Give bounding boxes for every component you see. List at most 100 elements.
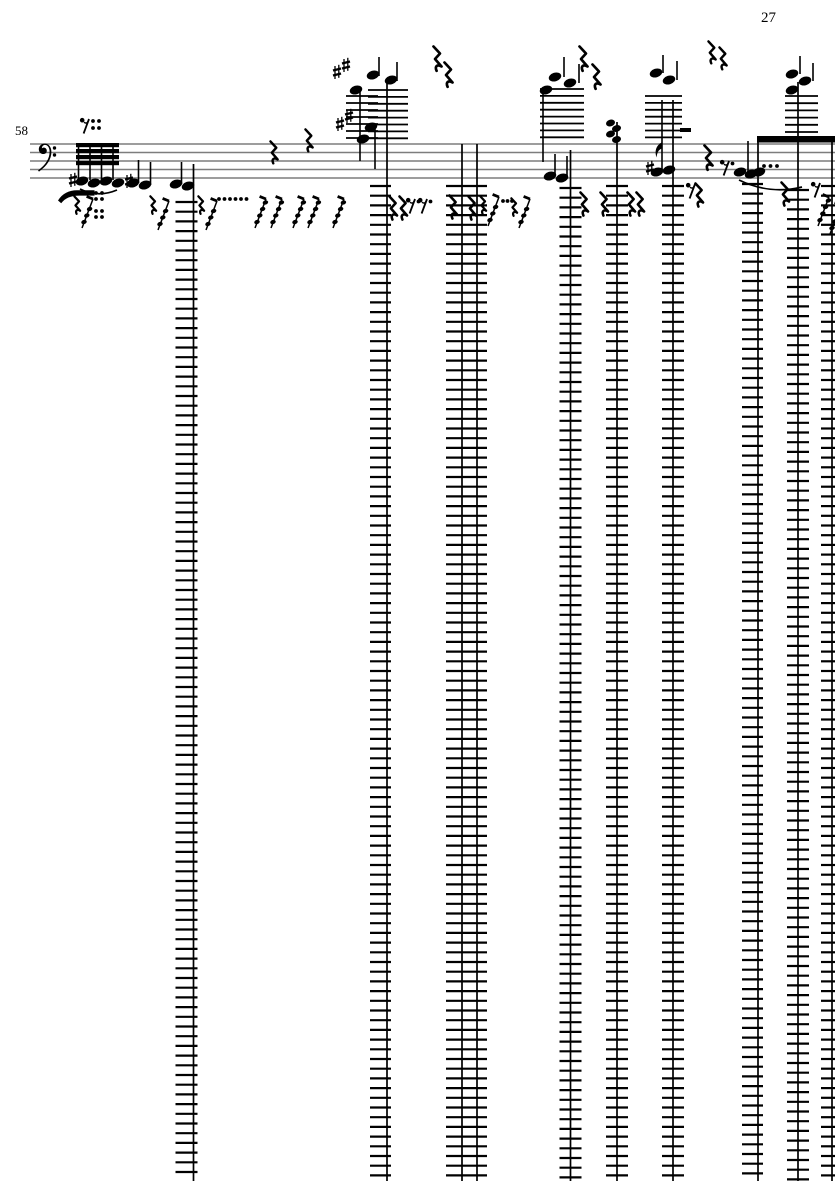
notehead [169, 179, 183, 189]
beam [680, 128, 691, 132]
sharp-accidental [332, 67, 342, 72]
note-run-head [205, 221, 211, 227]
augmentation-dot [768, 164, 773, 168]
sharp-accidental [645, 163, 655, 168]
note-run-head [300, 200, 307, 205]
augmentation-dot [100, 209, 104, 213]
augmentation-dot [239, 197, 243, 201]
notehead [543, 171, 557, 181]
note-run-head [259, 206, 266, 212]
quarter-rest [591, 63, 602, 91]
notehead [366, 70, 380, 80]
quarter-rest [388, 195, 399, 221]
quarter-rest [432, 45, 443, 73]
note-run-hook [297, 195, 305, 201]
notehead [733, 167, 747, 177]
note-run-hook [822, 193, 830, 199]
note-run-head [278, 200, 285, 205]
augmentation-dot [94, 197, 98, 201]
bass-clef-dot [52, 146, 57, 150]
beam [757, 136, 835, 143]
quarter-rest [599, 191, 610, 217]
quarter-rest [780, 181, 791, 207]
notehead [111, 178, 125, 188]
notehead [75, 176, 89, 186]
sixteenth-rest [510, 197, 519, 217]
eighth-rest [719, 159, 725, 165]
note-run-head [332, 219, 338, 225]
quarter-rest [448, 194, 459, 220]
note-run-head [829, 225, 835, 231]
notehead [138, 180, 152, 190]
note-run-head [523, 206, 530, 212]
sharp-accidental [332, 72, 342, 77]
note-run-head [157, 221, 163, 227]
note-run-hook [312, 195, 320, 201]
note-run-head [487, 217, 493, 223]
notehead [181, 181, 195, 191]
eighth-rest [813, 182, 821, 198]
augmentation-dot [94, 215, 98, 219]
quarter-rest [635, 191, 646, 217]
note-run-hook [492, 193, 500, 199]
note-run-head [84, 213, 90, 218]
eighth-rest [688, 183, 696, 199]
augmentation-dot [97, 119, 101, 123]
cluster-notehead [606, 130, 615, 138]
augmentation-dot [505, 199, 510, 203]
note-run-head [521, 213, 527, 218]
quarter-rest [398, 195, 409, 221]
notehead [99, 176, 113, 186]
augmentation-dot [91, 119, 95, 123]
eighth-rest [405, 197, 411, 203]
augmentation-dot [228, 197, 232, 201]
augmentation-dot [94, 209, 98, 213]
note-run-head [312, 206, 319, 212]
notehead [364, 122, 378, 132]
beam-block-row [76, 149, 119, 154]
quarter-rest [304, 128, 314, 153]
sharp-accidental [68, 180, 78, 185]
note-run-head [81, 219, 87, 225]
notehead [785, 85, 799, 95]
note-run-head [295, 213, 301, 218]
note-run-hook [86, 195, 94, 201]
augmentation-dot [510, 199, 514, 203]
sharp-accidental [335, 119, 345, 124]
note-run-head [315, 200, 322, 205]
beam-block-row [76, 161, 119, 166]
quarter-rest [718, 46, 728, 71]
notehead [662, 165, 676, 175]
sharp-accidental [124, 176, 134, 181]
quarter-rest [703, 144, 714, 172]
notehead [752, 167, 766, 177]
notehead [798, 76, 812, 86]
augmentation-dot [100, 215, 104, 219]
bass-clef-dot [52, 153, 57, 157]
beam-block-row [76, 155, 119, 160]
quarter-rest [443, 61, 454, 89]
note-run-head [337, 206, 344, 212]
augmentation-dot [730, 161, 735, 166]
augmentation-dot [428, 199, 433, 204]
augmentation-dot [222, 197, 227, 201]
notehead [539, 85, 553, 95]
augmentation-dot [100, 197, 104, 201]
measure-number: 58 [15, 123, 28, 138]
notehead [785, 69, 799, 79]
note-run-hook [337, 195, 345, 201]
quarter-rest [694, 182, 705, 208]
sharp-accidental [341, 60, 351, 65]
note-run-head [825, 198, 832, 203]
eighth-rest [685, 182, 691, 188]
quarter-rest [707, 40, 717, 65]
quarter-rest [269, 140, 279, 165]
quarter-rest [626, 191, 637, 217]
note-run-head [822, 204, 829, 210]
notehead [87, 178, 101, 188]
sharp-accidental [124, 181, 134, 186]
sharp-accidental [341, 65, 351, 70]
note-run-head [275, 206, 282, 212]
quarter-rest [467, 195, 478, 221]
